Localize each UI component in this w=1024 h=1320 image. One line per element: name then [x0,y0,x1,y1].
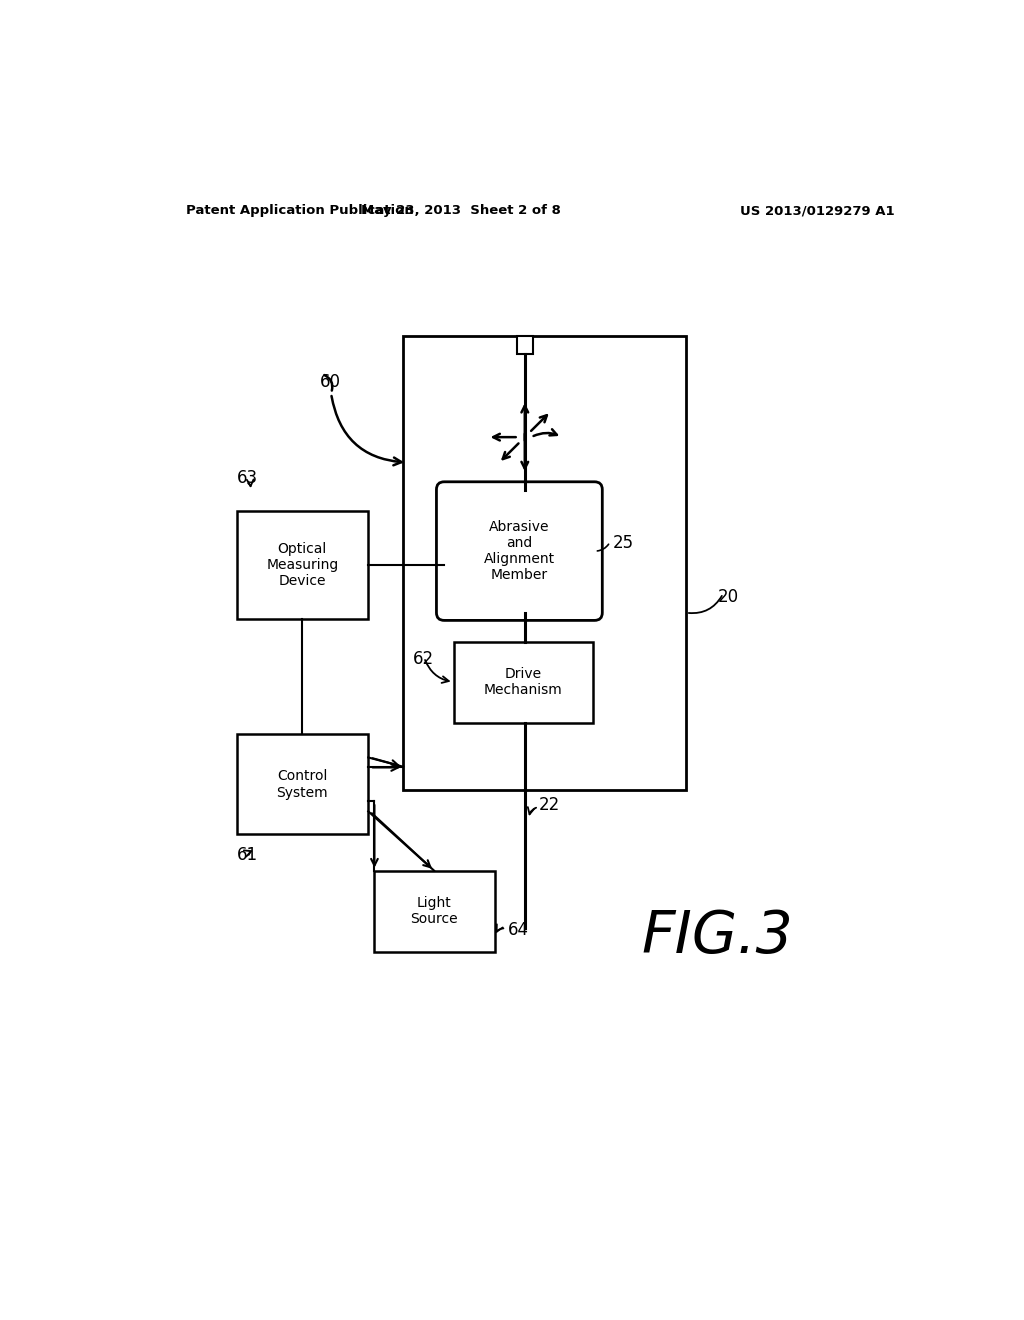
Text: Abrasive
and
Alignment
Member: Abrasive and Alignment Member [483,520,555,582]
Bar [454,642,593,723]
Text: 62: 62 [414,649,434,668]
Text: Control
System: Control System [276,770,328,800]
Text: Optical
Measuring
Device: Optical Measuring Device [266,541,339,589]
Bar [517,335,532,354]
Text: FIG.3: FIG.3 [641,908,793,965]
Bar [403,335,686,789]
FancyBboxPatch shape [436,482,602,620]
Text: US 2013/0129279 A1: US 2013/0129279 A1 [740,205,895,218]
Text: 22: 22 [539,796,560,814]
Text: 64: 64 [508,921,528,939]
Text: Light
Source: Light Source [411,895,458,925]
Bar [237,734,369,834]
Text: 25: 25 [612,535,634,552]
Text: Drive
Mechanism: Drive Mechanism [484,667,562,697]
Text: 60: 60 [321,372,341,391]
Bar [237,511,369,619]
Text: 20: 20 [718,589,739,606]
Text: Patent Application Publication: Patent Application Publication [186,205,414,218]
Text: 61: 61 [237,846,258,865]
Text: 63: 63 [237,469,258,487]
Text: May 23, 2013  Sheet 2 of 8: May 23, 2013 Sheet 2 of 8 [361,205,561,218]
Bar [375,871,495,952]
